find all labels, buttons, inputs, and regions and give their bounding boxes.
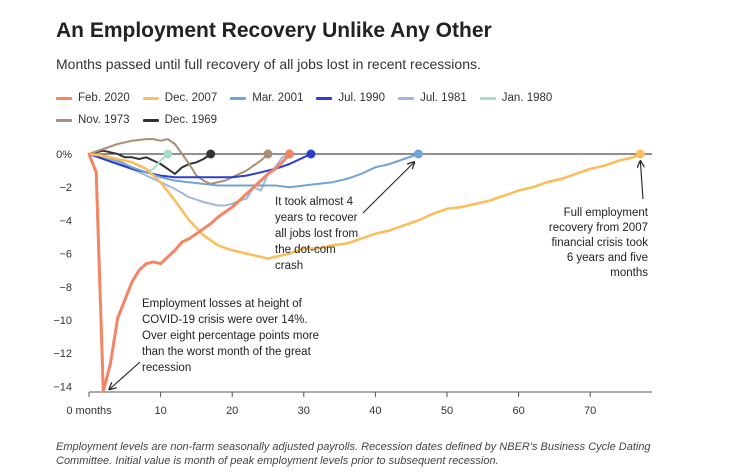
series-endpoint-jul-1990 xyxy=(306,149,316,159)
annotation-financial-line: months xyxy=(610,267,648,279)
chart-title: An Employment Recovery Unlike Any Other xyxy=(56,19,492,42)
annotation-dotcom-line: years to recover xyxy=(275,212,358,224)
x-tick-label: 10 xyxy=(154,405,166,417)
chart-subtitle: Months passed until full recovery of all… xyxy=(56,56,481,72)
series-line-jul-1990 xyxy=(88,153,312,179)
annotation-covid-line: than the worst month of the great xyxy=(142,346,312,358)
series-endpoint-dec-2007 xyxy=(635,149,645,159)
annotation-covid-line: Over eight percentage points more xyxy=(142,330,319,342)
annotation-dotcom-arrow xyxy=(362,162,414,214)
legend-item-jul-1981: Jul. 1981 xyxy=(398,87,467,109)
legend-label: Jul. 1981 xyxy=(420,92,467,104)
annotation-financial-line: recovery from 2007 xyxy=(549,222,648,234)
series-endpoint-dec-1969 xyxy=(206,149,216,159)
legend-swatch xyxy=(316,96,333,100)
legend-label: Dec. 1969 xyxy=(164,114,218,126)
annotation-financial-line: financial crisis took xyxy=(551,237,648,249)
legend-label: Nov. 1973 xyxy=(78,114,130,126)
x-tick-label: 70 xyxy=(584,405,596,417)
x-tick-label: 50 xyxy=(441,405,453,417)
legend-label: Dec. 2007 xyxy=(164,92,218,104)
series-endpoint-jan-1980 xyxy=(163,149,173,159)
chart-footnote: Employment levels are non-farm seasonall… xyxy=(56,441,651,467)
y-tick-label: −4 xyxy=(59,215,72,227)
x-tick-label: 60 xyxy=(512,405,524,417)
legend-swatch xyxy=(56,96,72,100)
legend-label: Jul. 1990 xyxy=(338,92,386,104)
annotation-covid-line: Employment losses at height of xyxy=(142,298,303,310)
legend-swatch xyxy=(398,96,415,100)
x-tick-label: 30 xyxy=(298,405,310,417)
series-line-feb-2020 xyxy=(87,152,291,393)
legend-swatch xyxy=(142,118,159,122)
chart-legend: Feb. 2020 Dec. 2007 Mar. 2001 Jul. 1990 Jul.… xyxy=(56,87,616,131)
series-endpoint-nov-1973 xyxy=(263,149,273,159)
legend-item-feb-2020: Feb. 2020 xyxy=(56,87,130,109)
annotation-financial-arrow xyxy=(640,161,643,200)
annotation-financial-line: Full employment xyxy=(564,207,649,219)
legend-swatch xyxy=(56,118,72,122)
y-tick-label: −8 xyxy=(59,282,72,294)
annotation-covid-line: COVID-19 crisis were over 14%. xyxy=(142,314,308,326)
y-tick-label: 0% xyxy=(56,149,72,161)
legend-label: Feb. 2020 xyxy=(78,92,130,104)
annotation-dotcom-line: the dot-com xyxy=(275,244,336,256)
y-tick-label: −12 xyxy=(53,348,72,360)
legend-item-mar-2001: Mar. 2001 xyxy=(230,87,303,109)
y-tick-label: −14 xyxy=(53,381,72,393)
legend-item-jan-1980: Jan. 1980 xyxy=(479,87,553,109)
annotation-covid-line: recession xyxy=(142,362,191,374)
y-tick-label: −6 xyxy=(59,249,72,261)
y-tick-label: −2 xyxy=(59,182,72,194)
x-tick-label: 0 months xyxy=(66,405,112,417)
legend-item-dec-1969: Dec. 1969 xyxy=(142,109,218,131)
legend-label: Mar. 2001 xyxy=(252,92,304,104)
annotation-dotcom-line: It took almost 4 xyxy=(275,196,354,208)
x-tick-label: 20 xyxy=(226,405,238,417)
annotation-covid-arrow xyxy=(109,361,141,389)
annotation-dotcom-line: crash xyxy=(275,260,303,272)
series-line-dec-1969 xyxy=(88,149,212,175)
series-endpoint-feb-2020 xyxy=(284,149,294,159)
legend-label: Jan. 1980 xyxy=(501,92,553,104)
annotation-financial-line: 6 years and five xyxy=(567,252,648,264)
legend-swatch xyxy=(479,96,496,100)
series-endpoint-mar-2001 xyxy=(413,149,423,159)
legend-item-jul-1990: Jul. 1990 xyxy=(316,87,385,109)
legend-item-nov-1973: Nov. 1973 xyxy=(56,109,130,131)
legend-swatch xyxy=(230,96,247,100)
series-line-dec-2007 xyxy=(87,152,642,260)
legend-item-dec-2007: Dec. 2007 xyxy=(142,87,218,109)
x-tick-label: 40 xyxy=(369,405,381,417)
legend-swatch xyxy=(142,96,159,100)
y-tick-label: −10 xyxy=(53,315,72,327)
annotation-dotcom-line: all jobs lost from xyxy=(275,228,358,240)
